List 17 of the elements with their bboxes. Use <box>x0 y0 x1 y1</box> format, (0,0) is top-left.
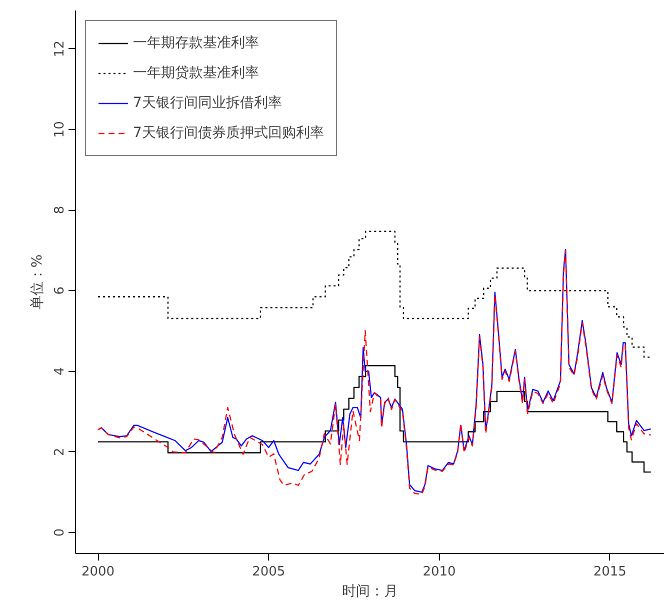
legend-label: 7天银行间债券质押式回购利率 <box>133 124 324 142</box>
legend-label: 一年期存款基准利率 <box>133 34 259 52</box>
x-tick-label: 2010 <box>422 564 456 580</box>
x-tick-label: 2005 <box>252 564 286 580</box>
x-tick-label: 2015 <box>593 564 626 580</box>
legend-label: 7天银行间同业拆借利率 <box>133 94 282 112</box>
y-tick-label: 2 <box>52 448 68 456</box>
y-tick-label: 6 <box>52 286 68 295</box>
y-tick-label: 0 <box>52 528 68 537</box>
x-axis-title: 时间：月 <box>342 584 398 600</box>
y-tick-label: 4 <box>52 367 68 376</box>
y-axis-title: 单位：% <box>30 254 46 310</box>
y-tick-label: 10 <box>52 121 68 138</box>
legend-label: 一年期贷款基准利率 <box>133 64 259 82</box>
y-tick-label: 8 <box>52 206 68 214</box>
x-tick-label: 2000 <box>81 564 115 580</box>
y-tick-label: 12 <box>52 40 68 58</box>
